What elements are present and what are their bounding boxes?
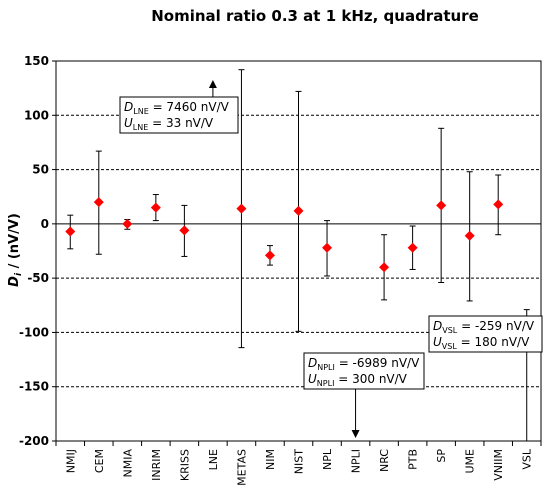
x-tick-label: NIM bbox=[264, 449, 277, 470]
x-tick-label: SP bbox=[435, 449, 448, 463]
x-tick-label: NPL bbox=[321, 448, 334, 470]
plot-frame bbox=[55, 60, 542, 442]
y-tick-label: 100 bbox=[24, 108, 49, 122]
x-tick-label: NMIA bbox=[121, 449, 134, 478]
data-series bbox=[65, 69, 530, 442]
y-tick-label: -200 bbox=[19, 434, 49, 448]
arrow-up-icon bbox=[208, 80, 217, 88]
arrow-down-icon bbox=[351, 430, 360, 438]
annotation-text: DLNE = 7460 nV/V bbox=[124, 100, 230, 116]
annotation-box bbox=[303, 352, 425, 390]
data-point bbox=[122, 218, 133, 229]
x-tick-label: NPLI bbox=[350, 449, 363, 473]
x-tick-label: VNIIM bbox=[492, 449, 505, 481]
annotation-text: UNPLI = 300 nV/V bbox=[308, 372, 408, 388]
x-tick-label: NIST bbox=[293, 449, 306, 474]
data-point bbox=[236, 203, 247, 214]
y-tick-label: -50 bbox=[27, 271, 49, 285]
annotation-box bbox=[119, 96, 239, 134]
annotation-text: ULNE = 33 nV/V bbox=[124, 116, 214, 132]
data-point bbox=[407, 242, 418, 253]
x-axis: NMIJ CEM NMIA INRIM KRISS LNE METAS NIM NIST NPL N… bbox=[55, 441, 542, 486]
x-tick-label: CEM bbox=[93, 449, 106, 473]
x-tick-label: VSL bbox=[521, 448, 534, 470]
annotation-box bbox=[428, 315, 543, 353]
data-point bbox=[436, 200, 447, 211]
data-point bbox=[150, 202, 161, 213]
data-point bbox=[93, 197, 104, 208]
annotation-text: DVSL = -259 nV/V bbox=[433, 319, 535, 335]
chart-title: Nominal ratio 0.3 at 1 kHz, quadrature bbox=[151, 7, 479, 25]
data-point bbox=[65, 226, 76, 237]
data-point bbox=[493, 199, 504, 210]
x-tick-label: NRC bbox=[378, 449, 391, 472]
y-tick-label: 50 bbox=[32, 163, 49, 177]
y-tick-label: 150 bbox=[24, 54, 49, 68]
data-point bbox=[464, 230, 475, 241]
data-point bbox=[322, 242, 333, 253]
x-tick-label: METAS bbox=[235, 449, 248, 486]
data-point bbox=[179, 225, 190, 236]
x-tick-label: NMIJ bbox=[64, 449, 77, 473]
x-tick-label: UME bbox=[464, 449, 477, 474]
x-tick-label: INRIM bbox=[150, 449, 163, 481]
y-axis: 150 100 50 0 -50 -100 -150 -200 bbox=[19, 54, 56, 448]
x-tick-label: LNE bbox=[207, 449, 220, 470]
annotation-text: DNPLI = -6989 nV/V bbox=[308, 356, 420, 372]
data-point bbox=[293, 205, 304, 216]
y-tick-label: -150 bbox=[19, 380, 49, 394]
data-point bbox=[379, 262, 390, 273]
y-axis-label: Di / (nV/V) bbox=[7, 213, 24, 287]
data-point bbox=[264, 250, 275, 261]
x-tick-label: PTB bbox=[407, 449, 420, 470]
annotation-text: UVSL = 180 nV/V bbox=[433, 335, 530, 351]
y-tick-label: -100 bbox=[19, 325, 49, 339]
x-tick-label: KRISS bbox=[178, 449, 191, 481]
y-tick-label: 0 bbox=[41, 217, 49, 231]
